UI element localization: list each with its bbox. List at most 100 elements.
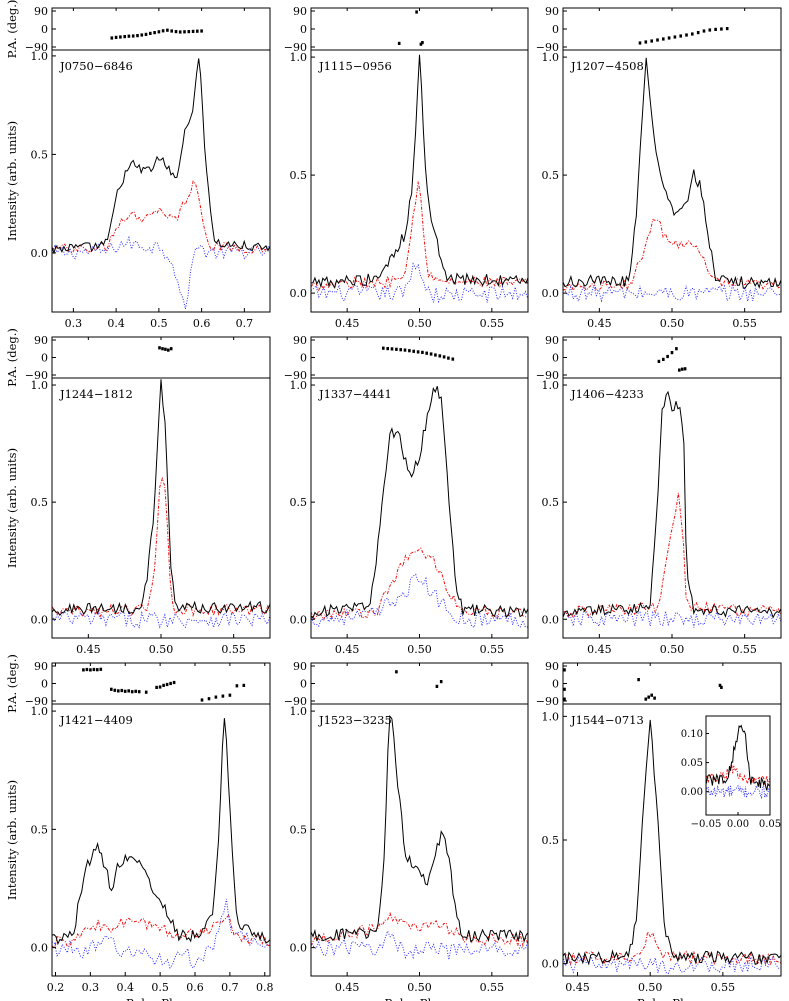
inset-xtick-label: 0.00 — [727, 819, 749, 830]
pa-point — [720, 685, 723, 689]
xtick-label: 0.2 — [47, 981, 65, 994]
pa-point — [650, 693, 653, 697]
pa-point — [657, 359, 661, 363]
pa-point — [718, 683, 722, 687]
x-axis-label: Pulse Phase — [126, 996, 196, 1001]
inset-ytick-label: 0.10 — [681, 729, 703, 740]
xtick-label: 0.45 — [76, 643, 101, 656]
pa-point — [161, 347, 164, 351]
pa-point — [117, 689, 120, 693]
pa-ytick-label: 0 — [552, 352, 559, 365]
inset-xtick-label: 0.05 — [759, 819, 781, 830]
pa-point — [161, 29, 165, 33]
pa-point — [200, 698, 204, 702]
pa-point — [395, 670, 398, 674]
pa-point — [155, 685, 158, 689]
ytick-label: 1.0 — [31, 50, 49, 63]
xtick-label: 0.45 — [565, 981, 590, 994]
ytick-label: 0.0 — [290, 942, 308, 955]
xtick-label: 0.7 — [221, 981, 239, 994]
xtick-label: 0.4 — [116, 981, 134, 994]
pa-point — [670, 351, 674, 355]
xtick-label: 0.45 — [335, 643, 360, 656]
pa-point — [667, 36, 671, 40]
ytick-label: 0.5 — [290, 496, 308, 509]
profile-lines — [52, 379, 270, 630]
pa-point — [167, 348, 170, 352]
intensity-panel-frame — [51, 377, 271, 639]
xtick-label: 0.50 — [407, 981, 432, 994]
pa-panel-frame — [562, 336, 782, 379]
ytick-label: 0.5 — [31, 148, 49, 161]
pa-point — [656, 38, 659, 42]
total-intensity-line — [52, 58, 270, 255]
pa-point — [421, 41, 424, 45]
pa-ytick-label: 90 — [545, 660, 559, 673]
xtick-label: 0.55 — [221, 643, 246, 656]
total-intensity-line — [311, 54, 528, 289]
pa-ytick-label: 0 — [41, 352, 48, 365]
pa-point — [183, 30, 186, 34]
pa-point — [429, 352, 433, 356]
ytick-label: 0.5 — [290, 823, 308, 836]
ytick-label: 1.0 — [290, 51, 308, 64]
ytick-label: 1.0 — [290, 705, 308, 718]
pa-ytick-label: −90 — [25, 41, 48, 54]
pa-point — [82, 668, 85, 672]
pa-point — [691, 32, 694, 36]
pa-point — [123, 35, 126, 39]
ytick-label: 0.5 — [542, 834, 560, 847]
pa-ytick-label: 90 — [293, 5, 307, 18]
pulsar-name-label: J1544−0713 — [570, 713, 644, 727]
intensity-panel-frame — [562, 377, 782, 639]
inset-ytick-label: 0.05 — [681, 758, 703, 769]
pa-point — [666, 354, 669, 359]
pa-point — [679, 34, 682, 38]
pa-point — [439, 680, 443, 684]
pa-ytick-label: 0 — [300, 23, 307, 36]
pa-ytick-label: 90 — [545, 334, 559, 347]
ytick-label: 0.0 — [542, 958, 560, 971]
xtick-label: 0.55 — [480, 317, 505, 330]
pa-point — [563, 697, 566, 701]
panel-1: −90 0 90 0.0 0.5 1.0 0.45 0.50 0.55 J1115−0956 — [284, 5, 529, 330]
pa-point — [120, 688, 124, 693]
pulsar-name-label: J1207−4508 — [570, 59, 644, 73]
pa-point — [127, 34, 131, 38]
xtick-label: 0.5 — [151, 981, 169, 994]
inset-linear-line — [706, 762, 770, 786]
pa-point — [399, 348, 402, 352]
x-axis-label: Pulse Phase — [385, 996, 455, 1001]
linear-polarization-line — [563, 218, 781, 292]
inset-circular-line — [706, 784, 770, 800]
xtick-label: 0.3 — [65, 317, 83, 330]
xtick-label: 0.8 — [256, 981, 274, 994]
pa-ytick-label: −90 — [284, 41, 307, 54]
pa-point — [144, 32, 148, 36]
pa-point — [702, 29, 706, 33]
pa-point — [170, 29, 173, 33]
pa-point — [196, 29, 199, 33]
pa-point — [157, 30, 161, 34]
pa-point — [435, 684, 439, 688]
pa-point — [207, 697, 211, 701]
pa-point — [162, 683, 165, 687]
pulsar-name-label: J1115−0956 — [318, 59, 392, 73]
pa-ytick-label: −90 — [25, 695, 48, 708]
xtick-label: 0.55 — [480, 981, 505, 994]
xtick-label: 0.50 — [407, 317, 432, 330]
pa-point — [451, 357, 455, 361]
inset-ytick-label: 0.00 — [681, 787, 703, 798]
pa-ytick-label: −90 — [536, 695, 559, 708]
xtick-label: 0.55 — [732, 317, 757, 330]
pa-point — [119, 35, 122, 39]
xtick-label: 0.45 — [335, 317, 360, 330]
linear-polarization-line — [52, 476, 270, 618]
ytick-label: 1.0 — [542, 379, 560, 392]
pa-point — [92, 667, 96, 672]
xtick-label: 0.50 — [660, 317, 685, 330]
intensity-panel-frame — [51, 703, 271, 977]
pa-point — [386, 347, 389, 351]
pa-point — [653, 696, 656, 700]
